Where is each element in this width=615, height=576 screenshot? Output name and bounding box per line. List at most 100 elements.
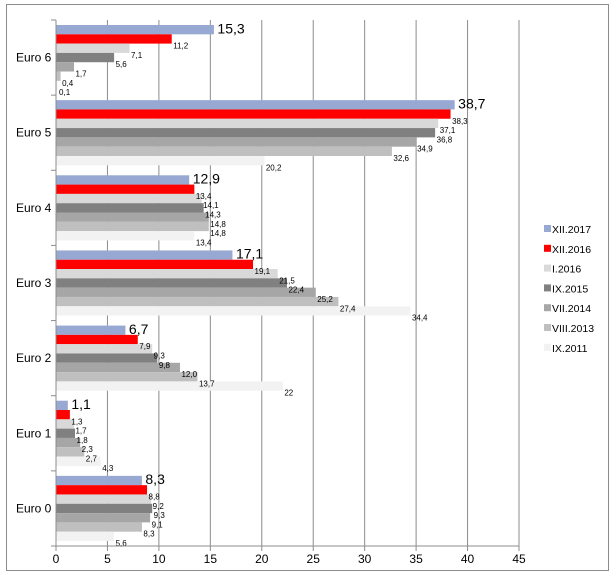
bar	[56, 175, 190, 185]
bar	[56, 531, 115, 541]
data-label: 9,8	[159, 361, 171, 370]
bar	[56, 52, 115, 63]
bar	[56, 353, 158, 363]
data-label: 0,4	[62, 79, 74, 88]
bar	[56, 71, 61, 81]
bar	[56, 221, 209, 232]
category-label: Euro 6	[16, 51, 52, 65]
data-label: 9,2	[153, 502, 165, 511]
data-label: 5,6	[116, 539, 128, 548]
data-label: 14,1	[203, 201, 219, 210]
bar	[56, 118, 439, 129]
legend-label: IX.2015	[552, 283, 588, 295]
data-label: 2,3	[82, 445, 94, 454]
data-label: 8,8	[149, 492, 161, 501]
legend-label: VII.2014	[552, 303, 591, 315]
data-label: 1,1	[71, 396, 91, 412]
bar	[56, 34, 172, 44]
category-label: Euro 3	[16, 276, 52, 290]
bar	[56, 522, 142, 532]
bar	[56, 437, 81, 448]
x-tick-label: 30	[358, 552, 372, 566]
category-label: Euro 4	[16, 201, 52, 215]
data-label: 14,8	[210, 220, 226, 229]
data-label: 27,4	[340, 304, 356, 313]
data-label: 6,7	[129, 321, 149, 337]
legend-label: VIII.2013	[552, 323, 594, 335]
data-label: 12,9	[193, 171, 220, 187]
x-tick-label: 20	[255, 552, 269, 566]
bar	[56, 306, 411, 316]
bar	[56, 43, 130, 53]
legend-marker	[544, 225, 551, 232]
bars	[56, 25, 455, 541]
data-label: 21,5	[279, 276, 295, 285]
bar	[56, 296, 339, 307]
data-label: 38,7	[458, 95, 485, 111]
data-label: 11,2	[173, 42, 189, 51]
bar	[56, 278, 287, 288]
bar	[56, 334, 138, 345]
data-label: 1,7	[75, 70, 87, 79]
bar	[56, 362, 180, 373]
legend-marker	[544, 343, 551, 351]
category-label: Euro 0	[16, 501, 52, 515]
category-label: Euro 2	[16, 351, 52, 365]
legend: XII.2017 XII.2016 I.2016 IX.2015 VII.2014 VII…	[544, 224, 594, 355]
bar	[56, 344, 153, 354]
bar	[56, 503, 153, 514]
data-label: 13,4	[196, 238, 212, 247]
legend-label: XII.2017	[552, 224, 591, 236]
legend-label: IX.2011	[552, 343, 588, 355]
bar	[56, 269, 278, 279]
bar	[56, 155, 265, 166]
data-label: 22,4	[288, 286, 304, 295]
legend-marker	[544, 284, 551, 292]
data-label: 34,4	[412, 314, 428, 323]
bar	[56, 475, 142, 486]
bar	[56, 456, 101, 466]
bar	[56, 137, 416, 147]
bar	[56, 259, 254, 270]
data-label: 32,6	[393, 154, 409, 163]
bar	[56, 400, 68, 411]
bar	[56, 485, 148, 495]
bar	[56, 428, 76, 438]
bar	[56, 146, 392, 156]
bar	[56, 109, 451, 119]
data-label: 7,9	[139, 342, 151, 351]
bar	[56, 80, 58, 91]
data-label: 9,3	[154, 511, 166, 520]
bar	[56, 212, 209, 222]
data-label: 7,1	[131, 51, 143, 60]
x-tick-label: 5	[104, 552, 111, 566]
legend-marker	[544, 264, 551, 272]
bar	[56, 287, 316, 297]
data-label: 20,2	[266, 163, 282, 172]
x-tick-label: 45	[512, 552, 526, 566]
x-tick-label: 25	[307, 552, 321, 566]
x-tick-label: 40	[461, 552, 475, 566]
legend-label: XII.2016	[552, 244, 591, 256]
legend-label: I.2016	[552, 264, 581, 276]
data-label: 14,3	[205, 211, 221, 220]
data-label: 8,3	[143, 530, 155, 539]
data-label: 8,3	[145, 471, 165, 487]
legend-marker	[544, 244, 551, 252]
legend-marker	[544, 324, 551, 331]
bar	[56, 193, 202, 204]
bar	[56, 231, 195, 241]
category-label: Euro 1	[16, 426, 52, 440]
x-tick-label: 0	[53, 552, 60, 566]
data-label: 2,7	[86, 455, 98, 464]
bar	[56, 62, 74, 72]
bar	[56, 128, 436, 138]
data-label: 37,1	[440, 126, 456, 135]
bar	[56, 100, 455, 110]
x-tick-label: 10	[152, 552, 166, 566]
data-label: 1,8	[77, 436, 89, 445]
bar	[56, 447, 85, 457]
data-label: 12,0	[181, 370, 197, 379]
bar	[56, 25, 214, 35]
data-label: 4,3	[102, 464, 114, 473]
